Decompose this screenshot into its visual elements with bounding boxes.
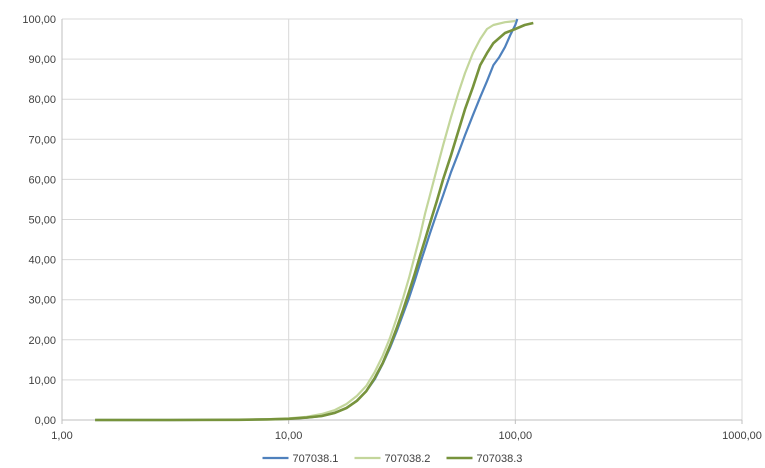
series-line-3 bbox=[95, 21, 534, 422]
x-tick-label: 10,00 bbox=[275, 430, 303, 442]
y-tick-label: 80,00 bbox=[28, 94, 56, 106]
grid-lines bbox=[62, 18, 743, 420]
y-tick-label: 30,00 bbox=[28, 295, 56, 307]
legend-label: 707038.2 bbox=[385, 453, 431, 465]
legend-entry-2: 707038.2 bbox=[354, 453, 431, 465]
y-tick-label: 0,00 bbox=[35, 415, 56, 427]
legend-entry-1: 707038.1 bbox=[262, 453, 339, 465]
x-tick-label: 1000,00 bbox=[722, 430, 762, 442]
axes bbox=[61, 19, 743, 424]
series-lines bbox=[95, 18, 534, 422]
x-tick-label: 100,00 bbox=[499, 430, 533, 442]
y-tick-label: 60,00 bbox=[28, 174, 56, 186]
legend-label: 707038.1 bbox=[293, 453, 339, 465]
y-tick-label: 20,00 bbox=[28, 335, 56, 347]
y-tick-labels: 0,00 10,00 20,00 30,00 40,00 50,00 60,00 70,00 8… bbox=[22, 14, 56, 427]
x-tick-label: 1,00 bbox=[51, 430, 72, 442]
y-tick-label: 50,00 bbox=[28, 215, 56, 227]
legend-entry-3: 707038.3 bbox=[446, 453, 523, 465]
series-line-2 bbox=[95, 19, 516, 422]
y-tick-label: 70,00 bbox=[28, 134, 56, 146]
legend: 707038.1 707038.2 707038.3 bbox=[262, 453, 523, 465]
y-tick-label: 10,00 bbox=[28, 375, 56, 387]
y-tick-label: 90,00 bbox=[28, 54, 56, 66]
y-tick-label: 100,00 bbox=[22, 14, 56, 26]
y-tick-label: 40,00 bbox=[28, 255, 56, 267]
legend-label: 707038.3 bbox=[477, 453, 523, 465]
x-tick-labels: 1,00 10,00 100,00 1000,00 bbox=[51, 430, 762, 442]
